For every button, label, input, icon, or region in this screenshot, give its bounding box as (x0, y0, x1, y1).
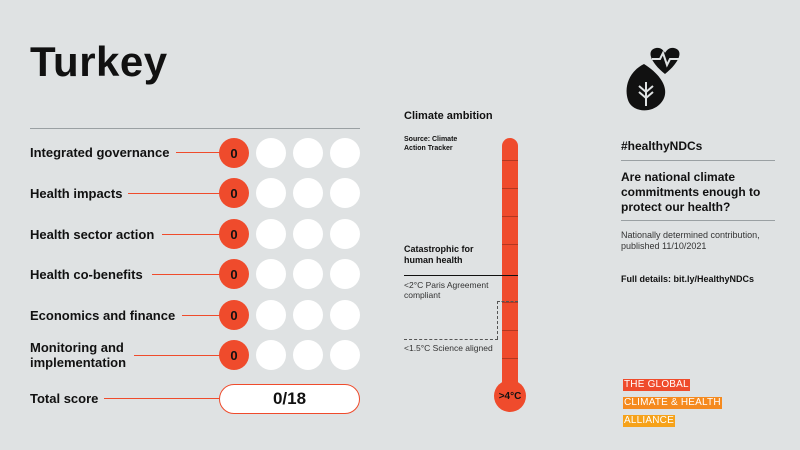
empty-dot (256, 138, 286, 168)
empty-dot (293, 138, 323, 168)
alliance-line: CLIMATE & HEALTH (623, 397, 722, 409)
total-connector (104, 398, 220, 399)
thermometer-tick (502, 188, 518, 189)
total-score-value: 0/18 (219, 384, 360, 414)
science-dash (404, 339, 498, 340)
climate-ambition-title: Climate ambition (404, 110, 493, 122)
empty-dot (293, 340, 323, 370)
row-connector (134, 355, 220, 356)
panel-divider (621, 220, 775, 221)
empty-dot (256, 259, 286, 289)
empty-dot (330, 178, 360, 208)
row-label: Integrated governance (30, 145, 170, 160)
row-connector (128, 193, 220, 194)
alliance-logo: THE GLOBAL CLIMATE & HEALTH ALLIANCE (623, 374, 722, 428)
row-label: Monitoring and implementation (30, 340, 127, 370)
thermometer-tick (502, 244, 518, 245)
heart-leaf-icon (626, 47, 680, 111)
panel-question: Are national climate commitments enough … (621, 170, 761, 214)
thermometer-tube (502, 138, 518, 390)
empty-dot (256, 219, 286, 249)
empty-dot (330, 138, 360, 168)
top-divider (30, 128, 360, 129)
empty-dot (256, 300, 286, 330)
country-title: Turkey (30, 38, 168, 85)
thermometer-tick (502, 160, 518, 161)
climate-source: Source: Climate Action Tracker (404, 136, 458, 152)
catastrophic-line (404, 275, 518, 276)
empty-dot (293, 259, 323, 289)
score-dot: 0 (219, 340, 249, 370)
science-label: <1.5°C Science aligned (404, 343, 493, 353)
paris-dash (497, 301, 518, 302)
score-dot: 0 (219, 300, 249, 330)
empty-dot (293, 300, 323, 330)
total-score-label: Total score (30, 391, 99, 406)
empty-dot (330, 300, 360, 330)
details-link[interactable]: Full details: bit.ly/HealthyNDCs (621, 274, 755, 284)
empty-dot (330, 340, 360, 370)
row-label: Health sector action (30, 227, 155, 242)
thermometer-tick (502, 216, 518, 217)
thermometer-tick (502, 302, 518, 303)
empty-dot (330, 219, 360, 249)
empty-dot (256, 340, 286, 370)
paris-label: <2°C Paris Agreement compliant (404, 280, 489, 300)
row-label: Health impacts (30, 186, 123, 201)
thermometer-tick (502, 358, 518, 359)
thermometer-bulb: >4°C (494, 380, 526, 412)
row-label: Health co-benefits (30, 267, 143, 282)
row-label: Economics and finance (30, 308, 176, 323)
empty-dot (256, 178, 286, 208)
row-connector (162, 234, 220, 235)
row-connector (182, 315, 220, 316)
score-dot: 0 (219, 219, 249, 249)
paris-dash-vertical (497, 301, 498, 339)
thermometer-tick (502, 330, 518, 331)
ndc-info: Nationally determined contribution, publ… (621, 230, 760, 251)
empty-dot (293, 219, 323, 249)
row-connector (176, 152, 220, 153)
score-dot: 0 (219, 259, 249, 289)
panel-divider (621, 160, 775, 161)
empty-dot (293, 178, 323, 208)
row-connector (152, 274, 220, 275)
alliance-line: THE GLOBAL (623, 379, 690, 391)
hashtag: #healthyNDCs (621, 139, 703, 153)
score-dot: 0 (219, 138, 249, 168)
alliance-line: ALLIANCE (623, 415, 675, 427)
score-dot: 0 (219, 178, 249, 208)
empty-dot (330, 259, 360, 289)
catastrophic-label: Catastrophic for human health (404, 244, 474, 265)
